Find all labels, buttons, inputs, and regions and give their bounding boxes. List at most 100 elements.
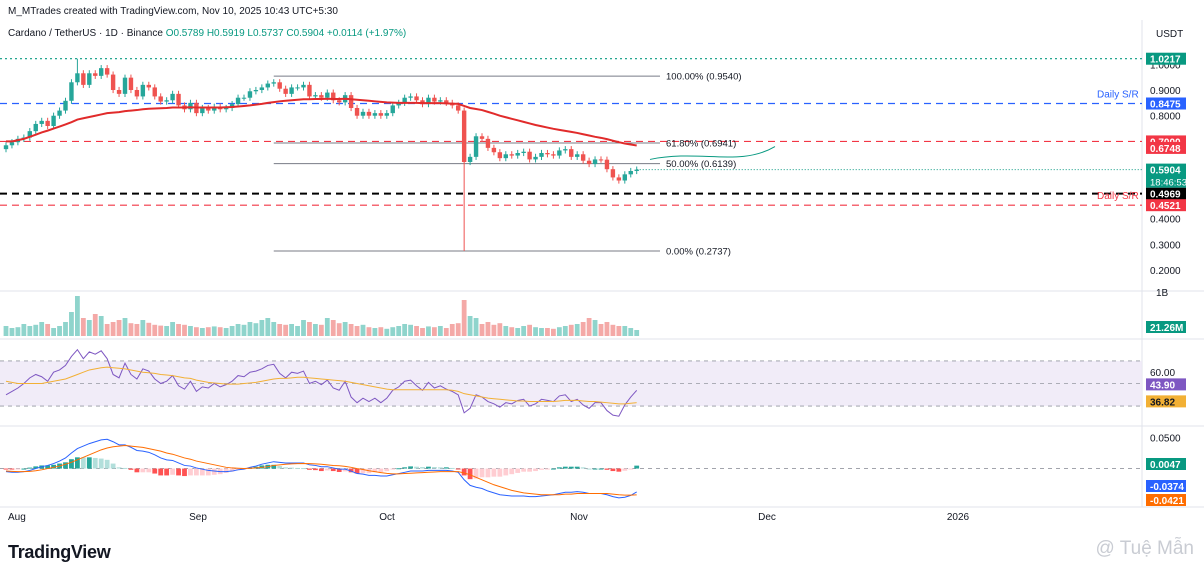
macd-histogram-bar	[491, 468, 497, 477]
volume-bar	[360, 324, 366, 336]
macd-histogram-bar	[98, 458, 104, 469]
macd-histogram-bar	[360, 468, 366, 474]
macd-histogram-bar	[414, 466, 419, 469]
volume-bar	[509, 327, 515, 336]
candle-body	[444, 100, 449, 103]
volume-bar	[396, 326, 402, 336]
candle-body	[164, 100, 169, 102]
volume-bar	[307, 322, 312, 336]
macd-histogram-bar	[432, 467, 437, 469]
macd-histogram-bar	[211, 468, 217, 475]
rsi-series-line	[5, 366, 637, 405]
macd-histogram-bar	[628, 468, 634, 470]
macd-histogram-bar	[277, 466, 283, 469]
candle-body	[408, 96, 413, 98]
volume-bar	[158, 325, 164, 336]
macd-histogram-bar	[533, 468, 538, 472]
candle-body	[438, 100, 443, 102]
candle-body	[271, 82, 276, 84]
macd-histogram-bar	[45, 465, 51, 469]
volume-bar	[229, 326, 235, 336]
volume-bar	[378, 327, 384, 336]
price-tick-label: 0.2000	[1150, 266, 1181, 277]
volume-bar	[586, 318, 592, 336]
candle-body	[81, 73, 86, 85]
candle-body	[337, 100, 342, 103]
candle-body	[116, 90, 122, 94]
macd-histogram-bar	[271, 464, 277, 469]
volume-bar	[75, 296, 80, 336]
macd-histogram-bar	[301, 468, 306, 470]
candle-body	[622, 174, 627, 181]
rsi-ma-tag-bg	[1146, 395, 1186, 408]
macd-histogram-bar	[473, 468, 479, 479]
volume-bar	[122, 318, 128, 336]
volume-bar	[437, 326, 443, 336]
candle-body	[39, 120, 44, 124]
candle-body	[188, 102, 193, 110]
volume-bar	[265, 318, 271, 336]
candle-body	[533, 156, 538, 160]
candle-body	[598, 159, 604, 161]
macd-histogram-bar	[80, 457, 86, 469]
candle-body	[75, 73, 80, 83]
macd-histogram-bar	[545, 468, 550, 470]
volume-bar	[86, 320, 92, 336]
candle-body	[51, 115, 56, 126]
candle-body	[277, 82, 282, 89]
volume-bar	[426, 326, 431, 336]
macd-histogram-bar	[152, 468, 158, 474]
volume-bar	[384, 328, 390, 336]
macd-histogram-bar	[86, 457, 92, 469]
macd-histogram-bar	[9, 468, 15, 470]
volume-bar	[98, 316, 104, 336]
time-tick-label: Nov	[570, 512, 588, 523]
volume-bar	[533, 327, 538, 336]
time-tick-label: Dec	[758, 512, 776, 523]
volume-bar	[318, 324, 324, 336]
price-tag: 0.5904	[1150, 166, 1181, 177]
candle-body	[99, 68, 104, 76]
macd-histogram-bar	[479, 468, 485, 478]
candle-body	[57, 110, 62, 116]
volume-bar	[27, 326, 33, 336]
macd-histogram-bar	[307, 468, 312, 470]
macd-histogram-bar	[509, 468, 515, 475]
candle-body	[551, 154, 556, 156]
volume-bar	[485, 322, 491, 336]
candle-body	[313, 95, 318, 97]
macd-pane	[0, 438, 1142, 499]
macd-histogram-bar	[27, 467, 33, 469]
symbol-header[interactable]: Cardano / TetherUS · 1D · Binance O0.578…	[8, 28, 406, 39]
volume-bar	[313, 324, 318, 336]
macd-histogram-bar	[229, 468, 235, 472]
macd-histogram-bar	[485, 468, 491, 478]
tradingview-logo[interactable]: TradingView	[8, 542, 111, 563]
macd-histogram-bar	[199, 468, 205, 476]
volume-bar	[503, 326, 509, 336]
volume-bar	[241, 324, 247, 336]
volume-bar	[39, 322, 45, 336]
price-tick-label: 0.8000	[1150, 112, 1181, 123]
time-tick-label: Oct	[379, 512, 395, 523]
macd-histogram-bar	[3, 468, 9, 470]
macd-histogram-bar	[521, 468, 527, 472]
volume-bar	[69, 312, 74, 336]
candle-body	[491, 147, 497, 153]
candle-body	[247, 91, 253, 98]
volume-bar	[188, 326, 193, 336]
candle-body	[378, 113, 384, 116]
candle-body	[521, 151, 526, 153]
volume-bar	[527, 324, 532, 336]
macd-histogram-bar	[598, 468, 604, 470]
candle-body	[170, 93, 175, 101]
candle-body	[604, 159, 610, 170]
level-tag-bg	[1146, 187, 1186, 200]
fib-label: 61.80% (0.6941)	[666, 138, 736, 149]
symbol-title: Cardano / TetherUS · 1D · Binance	[8, 28, 163, 39]
projection-curve	[649, 146, 776, 160]
level-tag-bg	[1146, 199, 1186, 212]
macd-histogram-bar	[527, 468, 532, 472]
macd-line-tag-bg	[1146, 480, 1186, 492]
